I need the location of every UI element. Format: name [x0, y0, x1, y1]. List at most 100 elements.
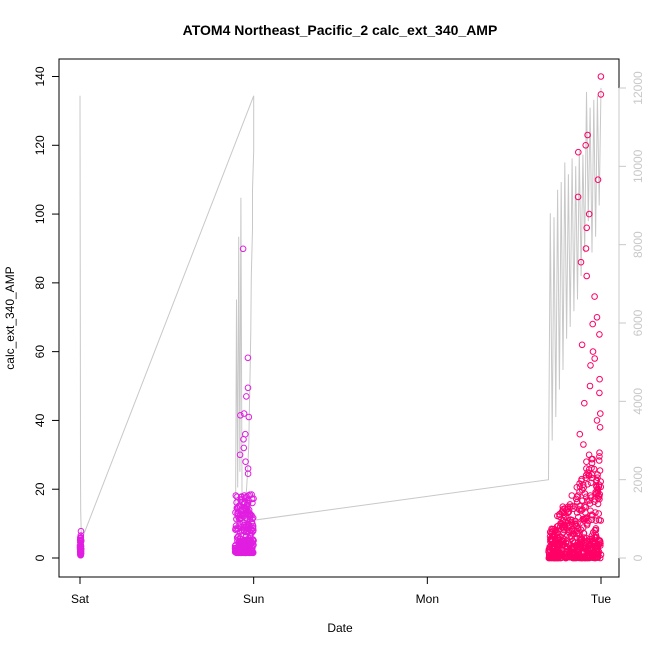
data-point	[245, 492, 252, 499]
data-point	[244, 520, 252, 528]
data-point	[592, 488, 599, 496]
data-point	[235, 543, 243, 551]
data-point	[243, 542, 250, 549]
data-point	[583, 224, 591, 232]
data-point	[594, 486, 602, 494]
y-tick-label: 100	[33, 204, 47, 224]
plot-area	[58, 58, 620, 578]
data-point	[590, 465, 598, 473]
y-axis-right: 0 2000 4000 6000 8000 10000 12000	[618, 71, 645, 561]
data-point	[550, 554, 558, 562]
data-point	[245, 413, 253, 421]
data-point	[248, 526, 255, 534]
data-point	[592, 517, 600, 524]
data-point	[578, 477, 585, 485]
data-point	[579, 554, 587, 562]
y2-tick-label: 0	[631, 554, 645, 561]
data-point	[597, 73, 605, 80]
data-point	[557, 522, 564, 530]
data-point	[244, 508, 251, 515]
data-point	[580, 441, 587, 448]
data-point	[236, 451, 244, 459]
data-point	[595, 510, 603, 517]
data-point	[581, 399, 588, 407]
data-point	[249, 528, 257, 535]
secondary-series-line	[79, 87, 602, 541]
x-axis-label: Date	[327, 621, 353, 635]
data-point	[568, 492, 576, 499]
data-point	[552, 553, 559, 561]
data-point	[558, 553, 566, 561]
data-point	[249, 536, 257, 543]
data-point	[77, 536, 85, 544]
data-point	[597, 91, 605, 98]
data-point	[231, 542, 239, 550]
data-point	[583, 493, 590, 501]
data-point	[243, 537, 251, 544]
y-tick-label: 40	[33, 413, 47, 427]
data-point	[575, 148, 582, 156]
data-point	[238, 527, 245, 534]
data-point	[248, 491, 255, 498]
y-axis-left: 0 20 40 60 80 100 120 140	[33, 66, 60, 561]
data-point	[592, 525, 600, 532]
data-point	[582, 142, 590, 149]
data-point	[244, 470, 252, 478]
data-point	[594, 176, 602, 183]
data-point	[574, 543, 581, 550]
data-point	[586, 552, 594, 560]
data-point	[563, 543, 571, 550]
data-point	[561, 518, 569, 526]
data-point	[596, 375, 603, 383]
data-point	[242, 458, 249, 466]
y-tick-label: 120	[33, 135, 47, 155]
y2-tick-label: 8000	[631, 231, 645, 258]
data-point	[593, 417, 601, 424]
data-point	[77, 547, 85, 554]
data-point	[234, 525, 242, 533]
data-point	[584, 520, 591, 527]
data-point	[564, 503, 572, 511]
data-point	[591, 534, 598, 541]
data-point	[562, 554, 570, 562]
data-point	[570, 530, 578, 538]
data-point	[589, 320, 597, 328]
data-point	[578, 341, 586, 349]
data-point	[559, 507, 567, 515]
data-point	[584, 131, 591, 139]
data-point	[593, 314, 601, 321]
plot-frame	[58, 58, 620, 578]
data-point	[235, 532, 242, 540]
data-point	[240, 436, 247, 443]
data-point	[77, 527, 85, 535]
data-point	[582, 509, 589, 516]
data-point	[588, 511, 596, 519]
data-point	[548, 536, 556, 543]
data-point	[237, 412, 244, 419]
y2-tick-label: 4000	[631, 388, 645, 415]
data-point	[556, 545, 563, 553]
data-point	[567, 516, 575, 524]
data-point	[237, 502, 244, 510]
data-point	[596, 449, 603, 457]
secondary-line-layer	[79, 87, 602, 541]
x-axis: Sat Sun Mon Tue	[59, 576, 619, 606]
data-point	[244, 496, 252, 504]
data-point	[594, 554, 602, 561]
data-point	[591, 355, 599, 362]
data-point	[244, 465, 252, 472]
data-point	[593, 477, 600, 485]
data-point	[240, 444, 248, 452]
data-point	[587, 492, 594, 499]
chart-title: ATOM4 Northeast_Pacific_2 calc_ext_340_A…	[183, 22, 498, 38]
data-point	[231, 545, 239, 552]
data-point	[554, 512, 561, 520]
data-point	[597, 478, 605, 485]
data-point	[579, 515, 587, 523]
y2-tick-label: 12000	[631, 71, 645, 105]
data-point	[582, 245, 590, 252]
data-point	[241, 521, 248, 529]
data-point	[547, 537, 555, 544]
data-point	[560, 515, 568, 522]
